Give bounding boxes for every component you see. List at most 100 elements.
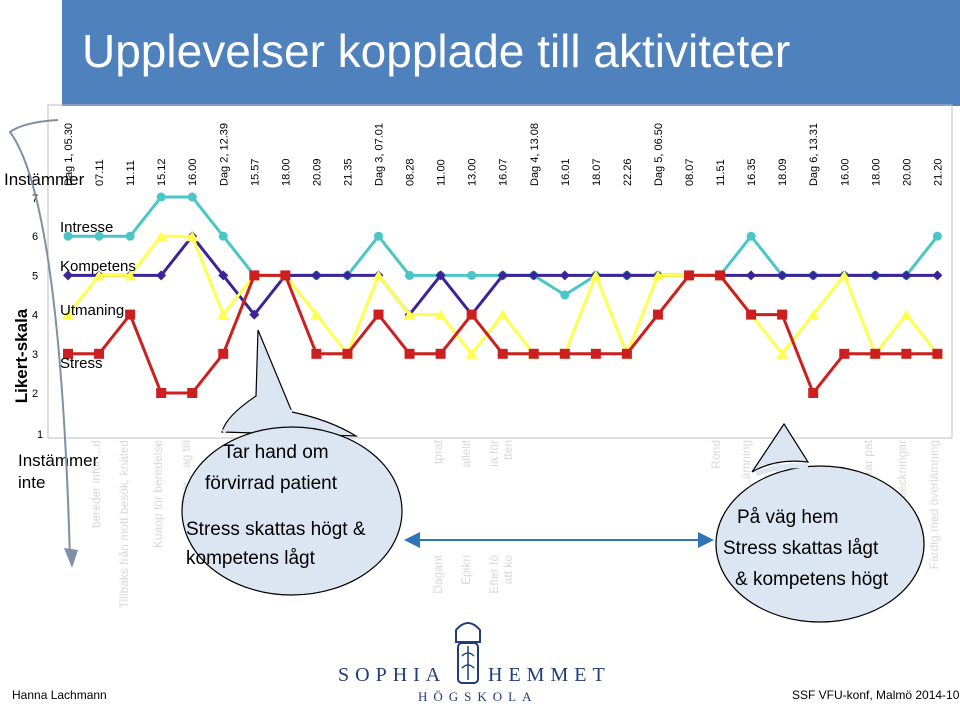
point-kompetens (156, 270, 167, 281)
point-utmaning (776, 348, 789, 359)
point-utmaning (434, 309, 447, 320)
category-label: Dag 6, 13.31 (808, 123, 820, 186)
category-label: Dag 2, 12.39 (218, 123, 230, 186)
point-stress (94, 348, 105, 359)
point-stress (342, 348, 353, 359)
point-intresse (932, 231, 942, 241)
point-kompetens (311, 270, 322, 281)
series-utmaning (62, 231, 944, 359)
point-stress (901, 348, 912, 359)
point-stress (187, 388, 198, 398)
crest-crown (455, 622, 481, 643)
category-label: 15.12 (156, 158, 168, 186)
category-label: 16.07 (498, 158, 510, 186)
faint-activity-label: allelit (459, 439, 473, 467)
point-utmaning (62, 309, 74, 320)
point-intresse (187, 192, 197, 202)
point-utmaning (93, 270, 106, 281)
category-label: 11.11 (125, 160, 137, 186)
double-arrow (404, 532, 714, 548)
crest-logo (455, 622, 481, 684)
callout-right-text: På väg hem (737, 507, 838, 528)
category-label: 18.09 (777, 158, 789, 186)
series-stress (63, 270, 943, 398)
series-label-intresse: Intresse (60, 219, 113, 236)
callout-left-text: Stress skattas högt & (186, 519, 366, 540)
point-utmaning (310, 309, 323, 320)
point-kompetens (932, 270, 943, 281)
category-label: 15.57 (249, 158, 261, 186)
series-line-stress (68, 273, 938, 395)
category-label: Dag 4, 13.08 (529, 123, 541, 186)
point-utmaning (900, 309, 913, 320)
point-utmaning (807, 309, 820, 320)
category-label: 18.07 (591, 158, 603, 186)
point-intresse (560, 290, 570, 300)
callout-left-text: kompetens lågt (186, 548, 316, 569)
logo-text-right: HEMMET (488, 664, 611, 686)
y-tick-label: 7 (32, 193, 38, 205)
point-stress (125, 309, 136, 320)
series-label-utmaning: Utmaning (60, 302, 124, 319)
y-tick-label: 6 (32, 231, 38, 243)
callout-right-bubble (715, 465, 925, 623)
point-kompetens (63, 270, 73, 281)
callout-left-text: förvirrad patient (205, 473, 338, 494)
category-label: 07.11 (94, 159, 106, 186)
point-stress (156, 388, 167, 398)
point-stress (249, 270, 260, 281)
y-top-label: Instämmer (4, 170, 85, 189)
category-label: 21.35 (342, 158, 354, 186)
faint-activity-label: Färdig med överlämning (927, 440, 941, 569)
point-stress (870, 348, 881, 359)
point-kompetens (746, 270, 757, 281)
point-utmaning (186, 231, 199, 242)
point-stress (652, 309, 663, 320)
point-kompetens (870, 270, 881, 281)
crest-shield (457, 642, 479, 684)
point-utmaning (589, 270, 602, 281)
point-kompetens (249, 309, 260, 320)
faint-activity-label: att ko (501, 555, 515, 585)
point-utmaning (838, 270, 851, 281)
callout-left-join (221, 408, 293, 434)
double-arrow-head-left (404, 532, 420, 548)
category-label: 08.07 (684, 158, 696, 186)
y-bottom-label: Instämmer (18, 451, 99, 470)
point-stress (839, 348, 850, 359)
callout-left: Tar hand om förvirrad patient Stress skatt… (181, 329, 403, 596)
point-stress (528, 348, 539, 359)
point-stress (777, 309, 788, 320)
point-stress (218, 348, 229, 359)
category-label: 18.00 (870, 158, 882, 186)
point-stress (497, 348, 508, 359)
point-stress (621, 348, 632, 359)
series-line-utmaning (66, 234, 939, 356)
series-label-stress: Stress (60, 355, 103, 372)
category-label: 16.01 (560, 158, 572, 186)
point-utmaning (496, 309, 509, 320)
point-utmaning (403, 309, 416, 320)
category-label: 16.00 (839, 158, 851, 186)
point-intresse (374, 231, 383, 241)
left-curly-arrow-head (64, 548, 78, 568)
footer-conference: SSF VFU-konf, Malmö 2014-10-14 (792, 688, 960, 702)
callout-right-pointer (751, 422, 810, 473)
point-kompetens (621, 270, 632, 281)
double-arrow-head-right (698, 532, 714, 548)
crest-inner (461, 646, 475, 680)
category-label: 20.00 (901, 158, 913, 186)
point-kompetens (497, 270, 508, 281)
point-kompetens (777, 270, 788, 281)
callout-left-text: Tar hand om (223, 442, 329, 463)
point-stress (280, 270, 291, 281)
point-intresse (405, 270, 415, 280)
point-intresse (218, 231, 228, 241)
point-stress (311, 348, 322, 359)
callout-right-text: & kompetens högt (735, 569, 889, 590)
callout-right-text: Stress skattas lågt (723, 538, 879, 559)
y-axis-label: Likert-skala (12, 308, 31, 403)
point-stress (435, 348, 446, 359)
left-curly-arrow (8, 119, 71, 561)
